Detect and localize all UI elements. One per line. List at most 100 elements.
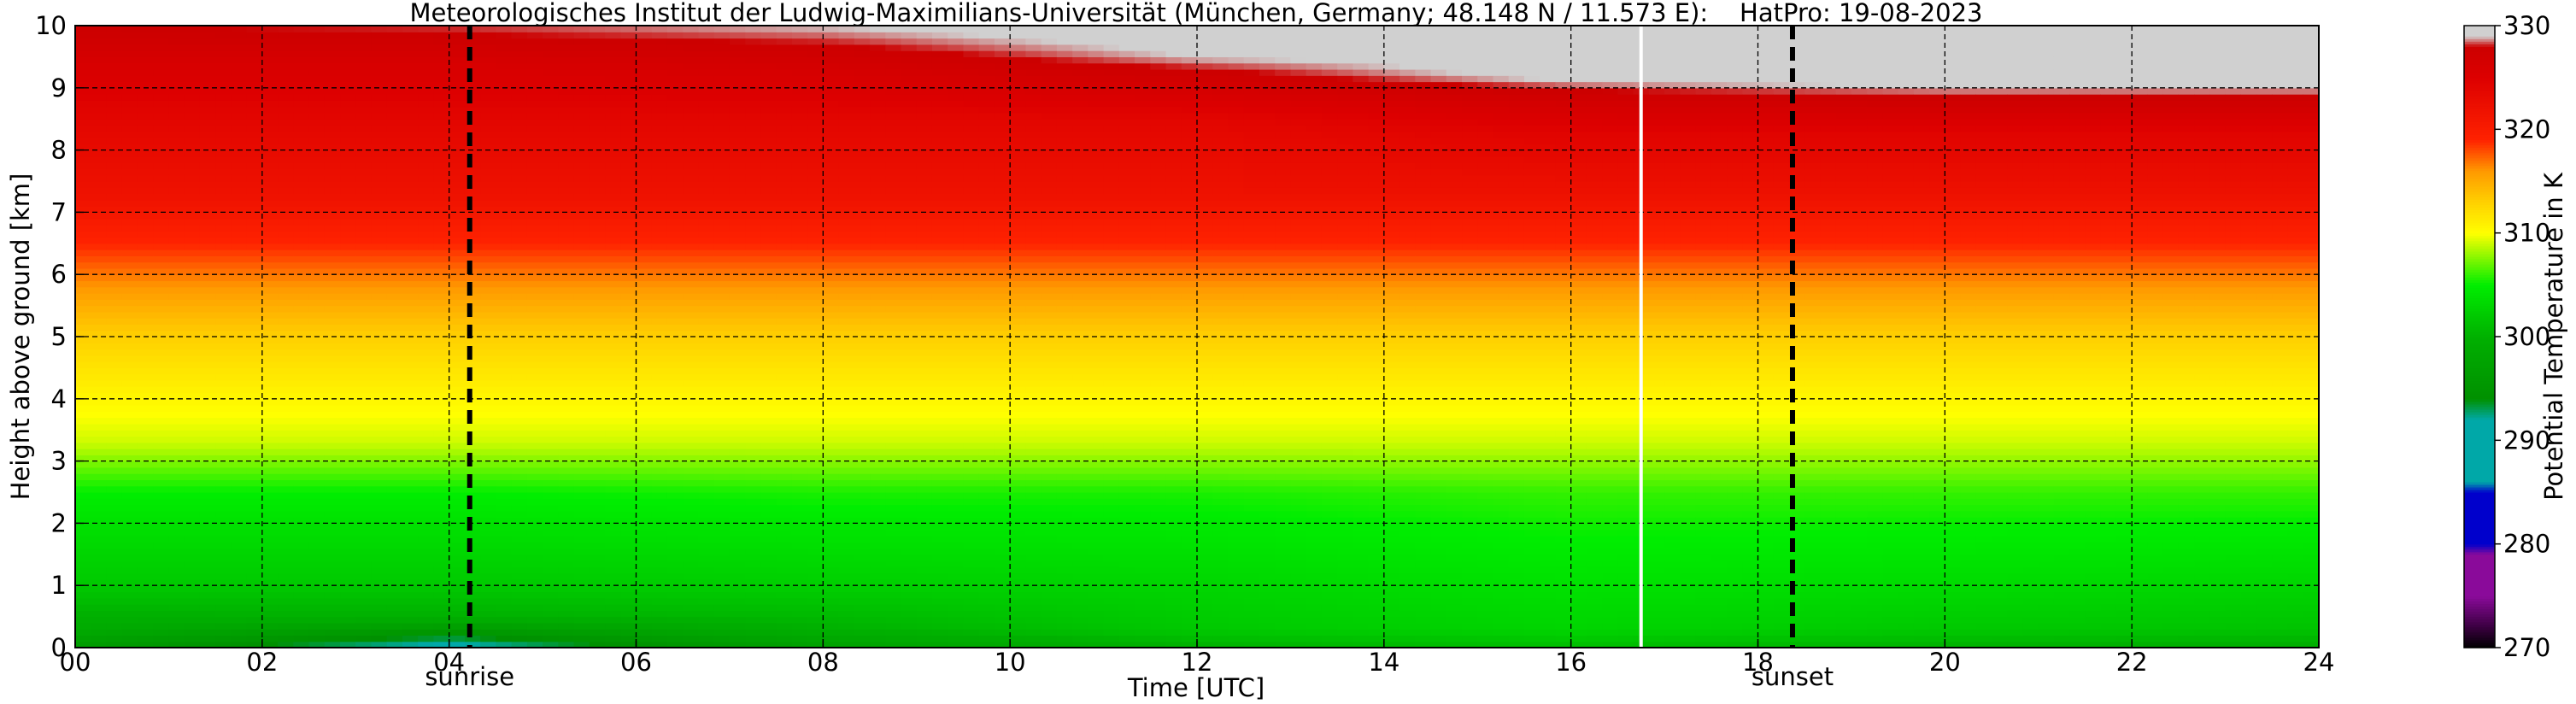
heatmap-cell — [75, 274, 91, 282]
heatmap-cell — [838, 554, 855, 561]
heatmap-cell — [511, 430, 528, 437]
heatmap-cell — [776, 386, 793, 394]
heatmap-cell — [340, 455, 356, 462]
heatmap-cell — [496, 635, 513, 642]
heatmap-cell — [791, 585, 808, 593]
heatmap-cell — [355, 492, 373, 499]
heatmap-cell — [371, 616, 388, 624]
heatmap-cell — [496, 68, 513, 76]
heatmap-cell — [713, 330, 731, 337]
heatmap-cell — [261, 436, 279, 443]
heatmap-cell — [355, 174, 373, 182]
heatmap-cell — [526, 554, 543, 561]
heatmap-cell — [526, 585, 543, 593]
heatmap-cell — [371, 144, 388, 151]
heatmap-cell — [776, 94, 793, 101]
heatmap-cell — [823, 379, 840, 387]
heatmap-cell — [573, 554, 590, 561]
heatmap-cell — [496, 75, 513, 83]
heatmap-cell — [651, 100, 668, 108]
heatmap-cell — [526, 293, 543, 300]
heatmap-cell — [823, 455, 840, 462]
heatmap-cell — [760, 286, 777, 294]
heatmap-cell — [729, 75, 746, 83]
heatmap-cell — [526, 187, 543, 195]
heatmap-cell — [605, 529, 621, 537]
heatmap-cell — [838, 449, 855, 455]
heatmap-cell — [573, 542, 590, 549]
heatmap-cell — [402, 492, 419, 499]
heatmap-cell — [636, 32, 653, 39]
heatmap-cell — [433, 604, 450, 611]
heatmap-cell — [776, 542, 793, 549]
heatmap-cell — [729, 461, 746, 468]
heatmap-cell — [106, 386, 123, 394]
heatmap-cell — [433, 349, 450, 356]
heatmap-cell — [558, 597, 575, 605]
heatmap-cell — [91, 311, 108, 319]
heatmap-cell — [91, 187, 108, 195]
heatmap-cell — [106, 604, 123, 611]
heatmap-cell — [526, 604, 543, 611]
heatmap-cell — [511, 405, 528, 412]
heatmap-cell — [807, 604, 824, 611]
heatmap-cell — [199, 299, 216, 307]
heatmap-cell — [449, 498, 466, 506]
heatmap-cell — [246, 26, 263, 32]
heatmap-cell — [636, 560, 653, 567]
heatmap-cell — [807, 199, 824, 207]
heatmap-cell — [106, 392, 123, 400]
heatmap-cell — [713, 267, 731, 275]
heatmap-cell — [308, 299, 326, 307]
heatmap-cell — [589, 62, 606, 70]
heatmap-cell — [231, 610, 248, 618]
heatmap-cell — [308, 604, 326, 611]
heatmap-cell — [713, 349, 731, 356]
heatmap-cell — [511, 535, 528, 543]
heatmap-cell — [184, 181, 201, 188]
heatmap-cell — [605, 330, 621, 337]
heatmap-cell — [184, 119, 201, 126]
heatmap-cell — [464, 423, 481, 431]
heatmap-cell — [651, 361, 668, 368]
heatmap-cell — [698, 255, 715, 263]
heatmap-cell — [371, 466, 388, 474]
heatmap-cell — [464, 616, 481, 624]
heatmap-cell — [511, 119, 528, 126]
heatmap-cell — [651, 38, 668, 45]
heatmap-cell — [698, 461, 715, 468]
heatmap-cell — [75, 629, 91, 637]
heatmap-cell — [153, 305, 170, 313]
heatmap-cell — [713, 293, 731, 300]
heatmap-cell — [433, 199, 450, 207]
heatmap-cell — [402, 274, 419, 282]
heatmap-cell — [246, 144, 263, 151]
heatmap-cell — [573, 604, 590, 611]
heatmap-cell — [558, 548, 575, 555]
heatmap-cell — [215, 174, 232, 182]
heatmap-cell — [261, 616, 279, 624]
heatmap-cell — [745, 355, 761, 362]
heatmap-cell — [791, 367, 808, 375]
heatmap-cell — [231, 398, 248, 406]
heatmap-cell — [246, 38, 263, 45]
heatmap-cell — [199, 274, 216, 282]
heatmap-cell — [760, 641, 777, 648]
heatmap-cell — [106, 75, 123, 83]
heatmap-cell — [293, 373, 310, 381]
heatmap-cell — [511, 150, 528, 157]
heatmap-cell — [308, 218, 326, 226]
heatmap-cell — [137, 529, 154, 537]
heatmap-cell — [807, 461, 824, 468]
heatmap-cell — [823, 280, 840, 288]
heatmap-cell — [791, 604, 808, 611]
heatmap-cell — [713, 68, 731, 76]
heatmap-cell — [791, 112, 808, 120]
heatmap-cell — [153, 243, 170, 250]
heatmap-cell — [278, 542, 294, 549]
heatmap-cell — [433, 224, 450, 232]
heatmap-cell — [449, 622, 466, 630]
heatmap-cell — [184, 144, 201, 151]
heatmap-cell — [636, 367, 653, 375]
heatmap-cell — [713, 94, 731, 101]
